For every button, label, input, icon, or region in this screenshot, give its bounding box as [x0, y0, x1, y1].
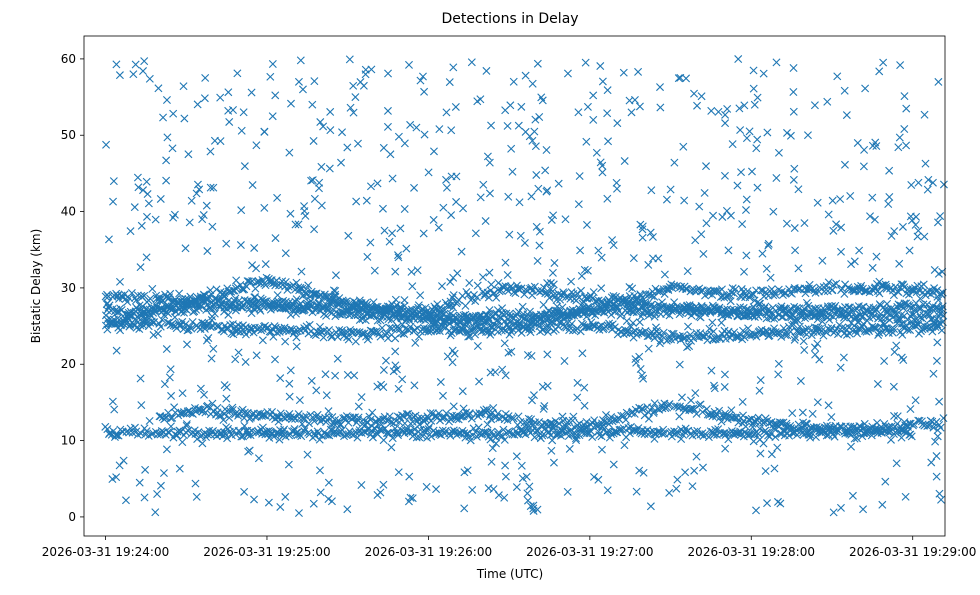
x-tick-label: 2026-03-31 19:28:00 [688, 545, 815, 559]
y-tick-label: 0 [68, 510, 76, 524]
x-axis-label: Time (UTC) [476, 567, 543, 581]
y-tick-label: 20 [61, 357, 76, 371]
y-tick-label: 50 [61, 128, 76, 142]
y-tick-label: 10 [61, 434, 76, 448]
y-tick-label: 30 [61, 281, 76, 295]
y-axis-label: Bistatic Delay (km) [29, 229, 43, 344]
y-tick-label: 40 [61, 205, 76, 219]
y-tick-label: 60 [61, 52, 76, 66]
x-tick-label: 2026-03-31 19:24:00 [42, 545, 169, 559]
x-tick-label: 2026-03-31 19:26:00 [365, 545, 492, 559]
x-tick-label: 2026-03-31 19:27:00 [526, 545, 653, 559]
x-tick-label: 2026-03-31 19:29:00 [849, 545, 976, 559]
x-tick-label: 2026-03-31 19:25:00 [203, 545, 330, 559]
chart-title: Detections in Delay [441, 11, 578, 27]
